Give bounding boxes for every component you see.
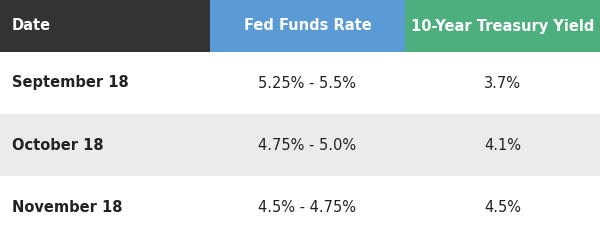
Bar (405, 0, 600, 52)
Bar (0, 114, 600, 176)
Text: October 18: October 18 (12, 138, 104, 153)
Text: 4.1%: 4.1% (484, 138, 521, 153)
Text: 3.7%: 3.7% (484, 75, 521, 90)
Text: 4.75% - 5.0%: 4.75% - 5.0% (259, 138, 356, 153)
Bar (0, 176, 600, 238)
Bar (210, 0, 405, 52)
Text: 5.25% - 5.5%: 5.25% - 5.5% (259, 75, 356, 90)
Bar (0, 0, 210, 52)
Text: 4.5% - 4.75%: 4.5% - 4.75% (259, 199, 356, 214)
Text: Fed Funds Rate: Fed Funds Rate (244, 19, 371, 34)
Text: September 18: September 18 (12, 75, 129, 90)
Text: November 18: November 18 (12, 199, 122, 214)
Text: 10-Year Treasury Yield: 10-Year Treasury Yield (411, 19, 594, 34)
Bar (0, 52, 600, 114)
Text: 4.5%: 4.5% (484, 199, 521, 214)
Text: Date: Date (12, 19, 51, 34)
